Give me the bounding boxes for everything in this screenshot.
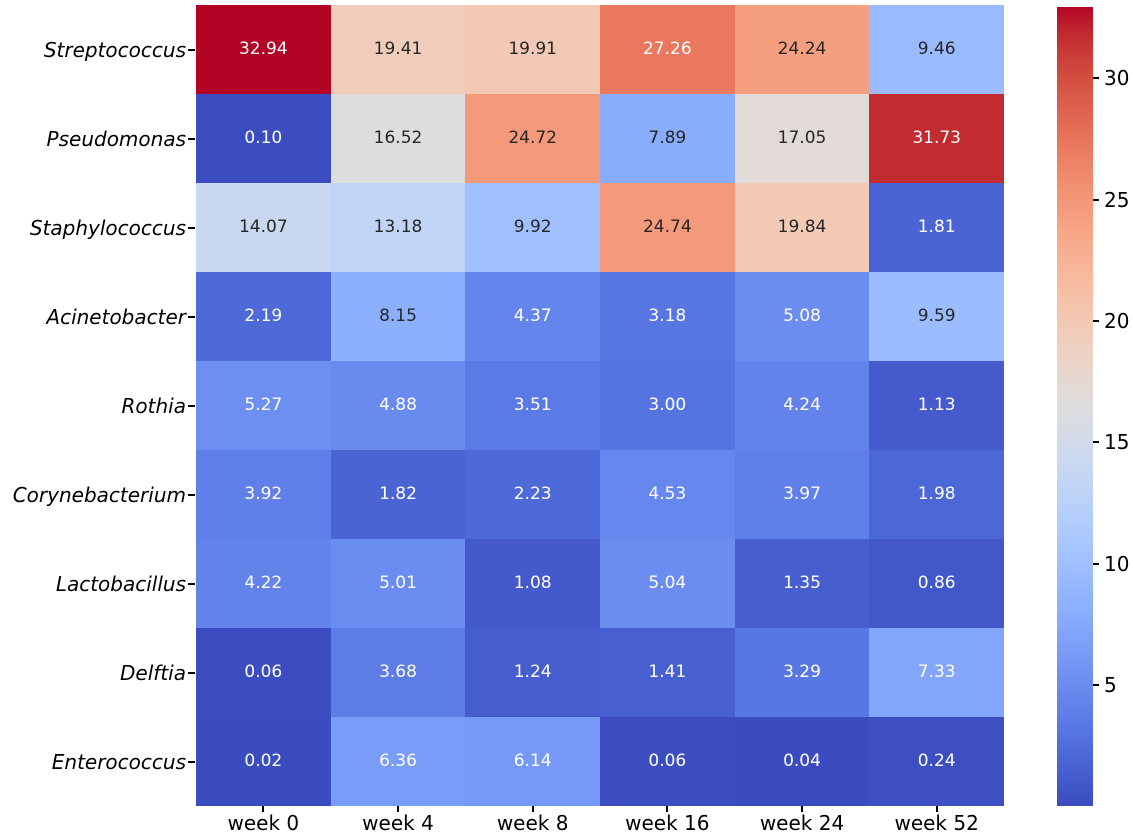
heatmap-cell-5-2: 2.23	[465, 450, 600, 539]
x-tick-mark	[666, 806, 669, 812]
heatmap-grid: 32.94 19.41 19.91 27.26 24.24 9.46 0.10 16.52 24…	[196, 5, 1004, 806]
heatmap-cell-6-2: 1.08	[465, 539, 600, 628]
heatmap-cell-5-3: 4.53	[600, 450, 735, 539]
col-label-week-8: week 8	[496, 811, 569, 835]
heatmap-cell-7-3: 1.41	[600, 628, 735, 717]
heatmap-cell-1-2: 24.72	[465, 94, 600, 183]
heatmap-cell-7-0: 0.06	[196, 628, 331, 717]
colorbar-tick-label-20: 20	[1104, 309, 1130, 334]
colorbar-tick-label-15: 15	[1104, 430, 1130, 455]
heatmap-cell-3-4: 5.08	[734, 272, 870, 361]
colorbar-tick-label-10: 10	[1104, 551, 1130, 576]
heatmap-cell-8-5: 0.24	[869, 717, 1004, 806]
heatmap-cell-0-2: 19.91	[465, 5, 600, 94]
y-tick-mark	[188, 582, 195, 585]
x-tick-mark	[397, 806, 399, 812]
heatmap-cell-6-0: 4.22	[196, 539, 331, 628]
heatmap-cell-6-3: 5.04	[600, 539, 735, 628]
heatmap-cell-8-4: 0.04	[734, 717, 870, 806]
heatmap-cell-0-3: 27.26	[600, 5, 735, 94]
heatmap-cell-4-5: 1.13	[869, 361, 1004, 450]
heatmap-cell-0-4: 24.24	[734, 5, 870, 94]
heatmap-cell-5-1: 1.82	[330, 450, 466, 539]
heatmap-cell-3-0: 2.19	[196, 272, 331, 361]
heatmap-cell-2-1: 13.18	[330, 183, 466, 272]
row-label-streptococcus: Streptococcus	[43, 37, 186, 62]
heatmap-cell-6-1: 5.01	[330, 539, 466, 628]
row-label-rothia: Rothia	[121, 393, 186, 418]
col-label-week-4: week 4	[362, 811, 434, 835]
row-label-enterococcus: Enterococcus	[51, 749, 186, 774]
heatmap-cell-1-4: 17.05	[734, 94, 870, 183]
col-label-week-52: week 52	[894, 811, 979, 835]
col-label-week-24: week 24	[759, 811, 845, 835]
colorbar-tick-mark	[1093, 198, 1099, 201]
heatmap-cell-3-2: 4.37	[465, 272, 600, 361]
row-label-delftia: Delftia	[120, 660, 186, 685]
heatmap-cell-4-1: 4.88	[330, 361, 466, 450]
colorbar-tick-mark	[1093, 77, 1099, 80]
x-tick-mark	[262, 806, 265, 812]
heatmap-cell-7-4: 3.29	[734, 628, 870, 717]
heatmap-cell-5-0: 3.92	[196, 450, 331, 539]
heatmap-cell-6-4: 1.35	[734, 539, 870, 628]
heatmap-cell-7-1: 3.68	[330, 628, 466, 717]
colorbar-tick-label-25: 25	[1104, 187, 1130, 212]
row-label-acinetobacter: Acinetobacter	[46, 304, 186, 329]
y-tick-mark	[188, 493, 195, 496]
x-tick-mark	[801, 806, 803, 812]
heatmap-cell-3-3: 3.18	[600, 272, 735, 361]
heatmap-cell-3-5: 9.59	[869, 272, 1004, 361]
heatmap-cell-4-2: 3.51	[465, 361, 600, 450]
colorbar-tick-label-30: 30	[1104, 66, 1130, 91]
y-tick-mark	[188, 226, 195, 229]
heatmap-cell-8-0: 0.02	[196, 717, 331, 806]
heatmap-cell-2-0: 14.07	[196, 183, 331, 272]
row-label-pseudomonas: Pseudomonas	[46, 126, 186, 151]
y-tick-mark	[188, 315, 195, 318]
colorbar-tick-mark	[1093, 320, 1099, 323]
heatmap-cell-2-5: 1.81	[869, 183, 1004, 272]
heatmap-cell-2-4: 19.84	[734, 183, 870, 272]
heatmap-cell-7-2: 1.24	[465, 628, 600, 717]
heatmap-cell-2-3: 24.74	[600, 183, 735, 272]
col-label-week-16: week 16	[625, 811, 710, 835]
colorbar-tick-mark	[1093, 562, 1099, 565]
colorbar-tick-mark	[1093, 441, 1099, 444]
heatmap-cell-8-2: 6.14	[465, 717, 600, 806]
y-tick-mark	[188, 760, 195, 763]
heatmap-cell-1-1: 16.52	[330, 94, 466, 183]
row-label-staphylococcus: Staphylococcus	[29, 215, 186, 240]
x-tick-mark	[531, 806, 534, 812]
heatmap-cell-2-2: 9.92	[465, 183, 600, 272]
heatmap-cell-1-5: 31.73	[869, 94, 1004, 183]
heatmap-cell-8-1: 6.36	[330, 717, 466, 806]
y-tick-mark	[188, 671, 195, 674]
heatmap-cell-4-3: 3.00	[600, 361, 735, 450]
heatmap-cell-3-1: 8.15	[330, 272, 466, 361]
heatmap-cell-0-1: 19.41	[330, 5, 466, 94]
heatmap-cell-5-4: 3.97	[734, 450, 870, 539]
heatmap-cell-4-0: 5.27	[196, 361, 331, 450]
heatmap-cell-8-3: 0.06	[600, 717, 735, 806]
col-label-week-0: week 0	[227, 811, 300, 835]
row-label-lactobacillus: Lactobacillus	[55, 571, 186, 596]
colorbar-tick-label-5: 5	[1104, 673, 1117, 698]
colorbar-tick-mark	[1093, 684, 1099, 687]
x-tick-mark	[935, 806, 938, 812]
row-label-corynebacterium: Corynebacterium	[12, 482, 186, 507]
heatmap-cell-0-0: 32.94	[196, 5, 331, 94]
heatmap-cell-0-5: 9.46	[869, 5, 1004, 94]
heatmap-cell-6-5: 0.86	[869, 539, 1004, 628]
y-tick-mark	[188, 404, 195, 407]
y-tick-mark	[188, 137, 195, 140]
heatmap-cell-1-3: 7.89	[600, 94, 735, 183]
heatmap-cell-5-5: 1.98	[869, 450, 1004, 539]
y-tick-mark	[188, 48, 195, 51]
heatmap-cell-1-0: 0.10	[196, 94, 331, 183]
heatmap-cell-4-4: 4.24	[734, 361, 870, 450]
heatmap-cell-7-5: 7.33	[869, 628, 1004, 717]
colorbar	[1057, 7, 1093, 806]
